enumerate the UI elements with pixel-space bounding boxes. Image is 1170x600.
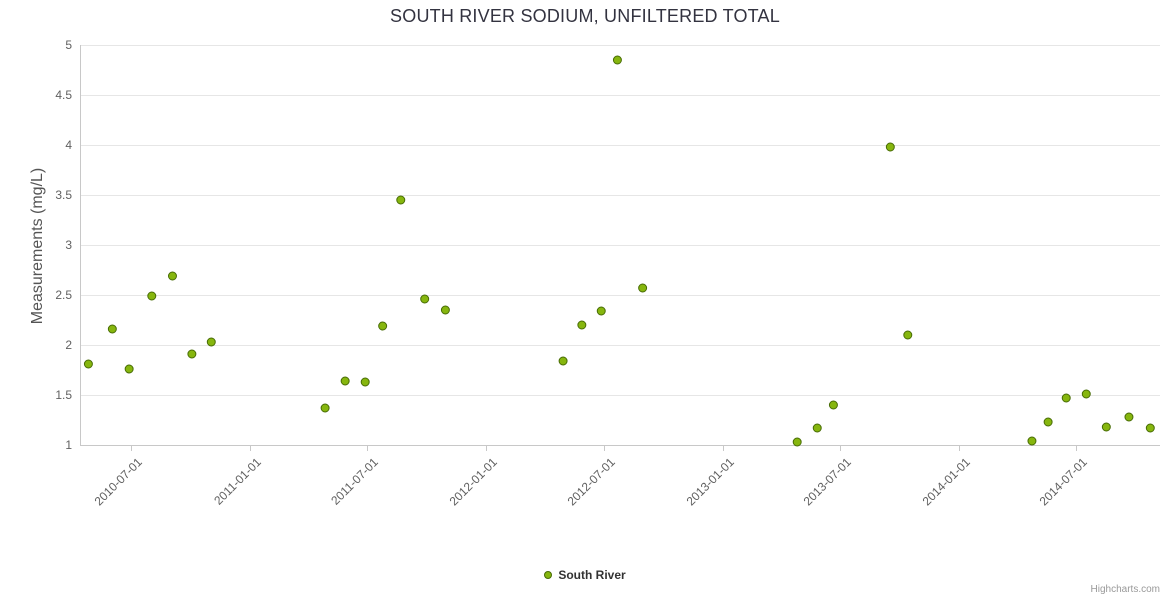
data-point[interactable] bbox=[440, 305, 450, 315]
y-tick-label: 3.5 bbox=[55, 188, 72, 202]
data-point[interactable] bbox=[167, 271, 177, 281]
data-point[interactable] bbox=[360, 377, 370, 387]
data-point[interactable] bbox=[396, 195, 406, 205]
data-point[interactable] bbox=[1101, 422, 1111, 432]
data-point[interactable] bbox=[1124, 412, 1134, 422]
legend-item-south-river[interactable]: South River bbox=[0, 568, 1170, 582]
data-point[interactable] bbox=[378, 321, 388, 331]
data-point[interactable] bbox=[1061, 393, 1071, 403]
data-point[interactable] bbox=[420, 294, 430, 304]
y-tick-label: 1.5 bbox=[55, 388, 72, 402]
data-point[interactable] bbox=[903, 330, 913, 340]
data-point[interactable] bbox=[596, 306, 606, 316]
chart-title: SOUTH RIVER SODIUM, UNFILTERED TOTAL bbox=[390, 6, 780, 26]
data-point[interactable] bbox=[124, 364, 134, 374]
data-point[interactable] bbox=[828, 400, 838, 410]
data-point[interactable] bbox=[206, 337, 216, 347]
y-tick-label: 1 bbox=[65, 438, 72, 452]
y-tick-label: 2 bbox=[65, 338, 72, 352]
data-point[interactable] bbox=[340, 376, 350, 386]
y-tick-label: 2.5 bbox=[55, 288, 72, 302]
data-point[interactable] bbox=[187, 349, 197, 359]
y-tick-label: 3 bbox=[65, 238, 72, 252]
data-point[interactable] bbox=[83, 359, 93, 369]
legend-label: South River bbox=[558, 568, 626, 582]
data-point[interactable] bbox=[1081, 389, 1091, 399]
data-point[interactable] bbox=[320, 403, 330, 413]
y-tick-label: 5 bbox=[65, 38, 72, 52]
legend-marker-icon bbox=[544, 571, 553, 579]
data-point[interactable] bbox=[885, 142, 895, 152]
data-point[interactable] bbox=[558, 356, 568, 366]
data-point[interactable] bbox=[577, 320, 587, 330]
y-tick-label: 4 bbox=[65, 138, 72, 152]
credits-link[interactable]: Highcharts.com bbox=[1090, 584, 1160, 595]
data-point[interactable] bbox=[107, 324, 117, 334]
data-point[interactable] bbox=[1027, 436, 1037, 446]
data-point[interactable] bbox=[812, 423, 822, 433]
data-point[interactable] bbox=[612, 55, 622, 65]
data-point[interactable] bbox=[1043, 417, 1053, 427]
data-point[interactable] bbox=[638, 283, 648, 293]
y-tick-label: 4.5 bbox=[55, 88, 72, 102]
data-point[interactable] bbox=[792, 437, 802, 447]
data-point[interactable] bbox=[147, 291, 157, 301]
data-point[interactable] bbox=[1145, 423, 1155, 433]
